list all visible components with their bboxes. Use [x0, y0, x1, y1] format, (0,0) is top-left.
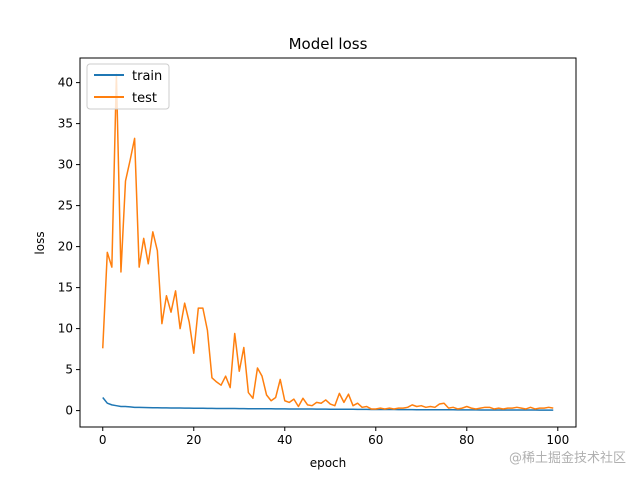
x-tick-label: 100: [546, 433, 569, 447]
legend-label-test: test: [132, 91, 157, 106]
watermark: @稀土掘金技术社区: [508, 451, 626, 466]
x-tick-label: 0: [99, 433, 107, 447]
x-tick-label: 60: [368, 433, 383, 447]
x-tick-label: 40: [277, 433, 292, 447]
x-tick-label: 80: [459, 433, 474, 447]
y-tick-label: 20: [58, 240, 73, 254]
y-tick-label: 0: [65, 404, 73, 418]
y-tick-label: 5: [65, 363, 73, 377]
legend: train test: [86, 63, 170, 110]
series-layer: [102, 73, 554, 411]
series-line-train: [102, 397, 554, 411]
plot-area: 0 20 40 60 80 100 0 5 10 15 20 25 30 35 40: [58, 57, 577, 447]
legend-label-train: train: [132, 69, 162, 84]
y-tick-label: 15: [58, 281, 73, 295]
chart-title: Model loss: [289, 35, 368, 53]
x-axis-label: epoch: [310, 456, 347, 470]
y-axis-label: loss: [33, 231, 47, 254]
y-tick-label: 25: [58, 199, 73, 213]
y-axis-ticks: 0 5 10 15 20 25 30 35 40: [58, 76, 80, 418]
plot-frame: [79, 57, 577, 428]
y-tick-label: 40: [58, 76, 73, 90]
y-tick-label: 30: [58, 158, 73, 172]
series-line-test: [102, 73, 554, 410]
x-axis-ticks: 0 20 40 60 80 100: [99, 427, 569, 447]
x-tick-label: 20: [186, 433, 201, 447]
y-tick-label: 35: [58, 117, 73, 131]
y-tick-label: 10: [58, 322, 73, 336]
